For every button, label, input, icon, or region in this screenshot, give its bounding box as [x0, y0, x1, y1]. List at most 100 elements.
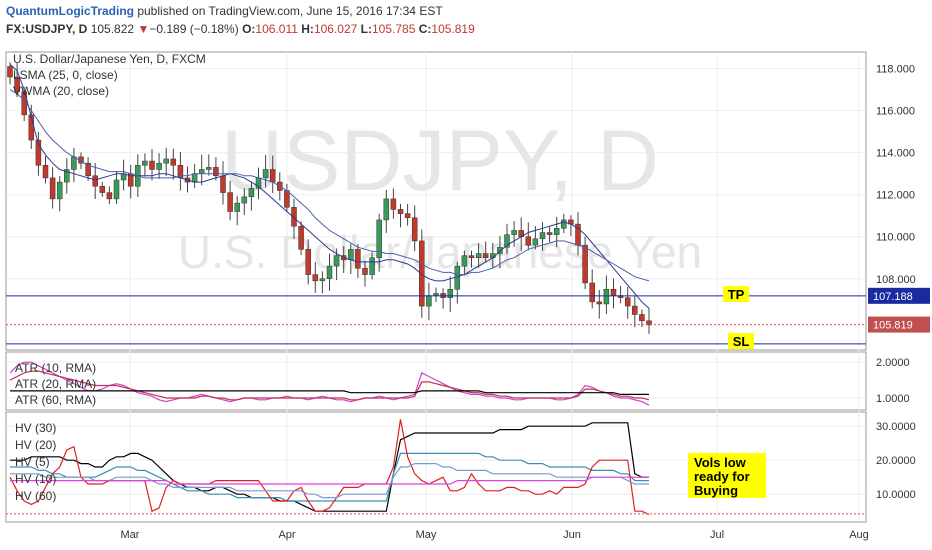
publish-info: published on TradingView.com, June 15, 2… [134, 4, 443, 18]
open-value: 106.011 [255, 22, 298, 36]
candle-body [248, 188, 255, 198]
candle-body [475, 253, 482, 258]
hv-tick-label: 20.0000 [876, 455, 916, 467]
atr-tick-label: 1.0000 [876, 393, 910, 405]
legend-hv60[interactable]: HV (60) [15, 489, 56, 503]
price-tick-label: 114.000 [876, 148, 915, 160]
candle-body [610, 289, 617, 296]
legend-hv30[interactable]: HV (30) [15, 421, 56, 435]
hv-plot [6, 419, 866, 516]
candle-body [92, 175, 98, 187]
candle-body [433, 293, 439, 296]
candle-body [156, 162, 162, 170]
candle-body [404, 213, 411, 219]
candle-body [376, 219, 382, 258]
annotation-text: Vols low ready for Buying [694, 455, 750, 498]
candle-body [170, 158, 177, 166]
author-link[interactable]: QuantumLogicTrading [6, 4, 134, 18]
x-tick-label: May [416, 529, 437, 541]
candle-body [198, 169, 205, 174]
close-label: C: [418, 22, 432, 36]
high-label: H: [301, 22, 314, 36]
candle-body [369, 257, 375, 275]
candle-body [532, 238, 539, 246]
candle-body [35, 139, 42, 166]
price-tick-label: 112.000 [876, 190, 915, 202]
price-chart-title: U.S. Dollar/Japanese Yen, D, FXCM [13, 52, 206, 66]
candle-body [646, 320, 652, 326]
header-line-1: QuantumLogicTrading published on Trading… [6, 4, 443, 18]
sl-label-bg [728, 333, 754, 349]
x-tick-label: Mar [121, 529, 140, 541]
atr-tick-label: 2.0000 [876, 357, 910, 369]
candle-body [85, 162, 91, 177]
candle-body [426, 295, 432, 307]
candle-body [220, 175, 226, 193]
tp-price-value: 107.188 [873, 291, 913, 303]
candle-body [227, 192, 233, 212]
atr-pane[interactable] [5, 351, 867, 411]
candle-body [553, 228, 560, 235]
candle-body [419, 240, 425, 307]
hv-tick-label: 10.0000 [876, 489, 916, 501]
candle-body [624, 297, 631, 307]
legend-hv20[interactable]: HV (20) [15, 438, 56, 452]
legend-vwma[interactable]: VWMA (20, close) [13, 84, 109, 98]
candle-body [262, 169, 269, 179]
candle-body [291, 207, 297, 227]
atr-series-line-1 [9, 370, 650, 401]
candle-body [42, 165, 49, 179]
candle-body [56, 181, 63, 200]
legend-hv10[interactable]: HV (10) [15, 472, 56, 486]
candle-body [390, 198, 397, 210]
candle-body [49, 177, 56, 200]
candle-body [355, 249, 361, 269]
low-value: 105.785 [372, 22, 416, 36]
candle-body [241, 196, 248, 204]
lsma-line [9, 64, 650, 309]
atr-plot [9, 361, 650, 406]
grid [6, 52, 866, 522]
candle-body [447, 289, 453, 298]
hv-series-line-3 [10, 463, 649, 499]
candle-body [504, 234, 510, 248]
legend-lsma[interactable]: LSMA (25, 0, close) [13, 68, 118, 82]
legend-atr10[interactable]: ATR (10, RMA) [15, 361, 96, 375]
last-price-tag [868, 316, 930, 333]
hv-series-line-4 [10, 476, 649, 485]
candle-body [113, 179, 120, 200]
candle-body [163, 158, 169, 164]
axes: 118.000 116.000 114.000 112.000 110.000 108.0… [121, 64, 930, 541]
candle-body [582, 244, 588, 284]
candle-body [525, 236, 532, 246]
close-value: 105.819 [431, 22, 475, 36]
legend-atr60[interactable]: ATR (60, RMA) [15, 393, 96, 407]
price-tick-label: 116.000 [876, 106, 915, 118]
candle-body [596, 301, 603, 305]
annotation-line: Vols low [694, 455, 747, 470]
candle-body [411, 217, 418, 242]
hv-tick-label: 30.0000 [876, 421, 916, 433]
candle-body [142, 160, 148, 166]
high-value: 106.027 [313, 22, 358, 36]
price-tick-label: 108.000 [876, 274, 916, 286]
candle-body [14, 76, 20, 92]
candle-body [561, 219, 567, 229]
candle-body [284, 190, 290, 208]
atr-series-line-2 [10, 390, 649, 395]
candle-body [511, 230, 517, 235]
legend-atr20[interactable]: ATR (20, RMA) [15, 377, 96, 391]
candle-body [397, 209, 404, 214]
candle-body [639, 314, 645, 322]
legend-hv5[interactable]: HV (5) [15, 455, 50, 469]
symbol-label[interactable]: FX:USDJPY, D [6, 22, 88, 36]
price-tick-label: 110.000 [876, 232, 915, 244]
candle-body [348, 249, 354, 261]
candle-body [461, 255, 468, 267]
candle-body [482, 253, 489, 258]
candle-body [603, 289, 610, 305]
candle-body [589, 282, 595, 303]
chart-header: QuantumLogicTrading published on Trading… [0, 0, 932, 40]
last-price-value: 105.819 [873, 320, 913, 332]
